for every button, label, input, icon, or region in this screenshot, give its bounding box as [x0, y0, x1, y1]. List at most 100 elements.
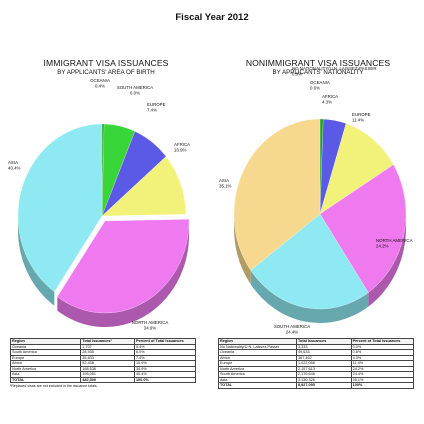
slice-percent-label: 10.9%	[174, 148, 187, 153]
table-cell: 0.4%	[133, 343, 197, 350]
slice-percent-label: 0.4%	[95, 84, 105, 89]
table-cell: 6.0%	[133, 349, 197, 356]
pie-slice-side	[57, 221, 189, 327]
table-cell: 0.6%	[350, 349, 415, 356]
table-cell: 35.1%	[350, 376, 415, 383]
table-total-row: TOTAL 482,300 100.0%	[9, 376, 197, 383]
table-cell: Asia	[9, 371, 82, 378]
pie-slice-side	[250, 270, 369, 323]
table-cell: Oceania	[9, 343, 82, 350]
slice-name-label: ASIA	[8, 160, 18, 165]
table-cell: 34.9%	[133, 365, 197, 372]
column-header: Region	[9, 338, 82, 345]
slice-name-label: EUROPE	[147, 102, 166, 107]
slice-name-label: NORTH AMERICA	[376, 238, 413, 243]
slice-name-label: EUROPE	[352, 112, 371, 117]
table-total-row: TOTAL 8,927,090 100%	[218, 382, 415, 389]
nonimmigrant-visa-table: Region Total Issuances Percent of Total …	[218, 338, 415, 389]
table-cell: Asia	[218, 376, 297, 383]
table-row: Asia 195,051 40.4%	[9, 371, 197, 378]
table-cell: North America	[9, 365, 82, 372]
slice-name-label: AFRICA	[322, 94, 338, 99]
table-cell: 100.0%	[133, 376, 197, 383]
pie-slice	[101, 156, 187, 217]
column-header: Region	[218, 338, 297, 345]
slice-percent-label: 6.0%	[130, 91, 140, 96]
table-cell: 482,300	[80, 376, 135, 383]
table-row: South America 28,935 6.0%	[9, 349, 197, 356]
slice-percent-label: 24.2%	[376, 244, 389, 249]
table-row: Europe 1,022,058 11.4%	[218, 360, 415, 367]
table-row: Oceania 49,633 0.6%	[218, 349, 415, 356]
pie-slice	[319, 123, 394, 215]
pie-slice-side	[18, 216, 55, 306]
pie-slice	[319, 164, 407, 293]
slice-name-label: NORTH AMERICA	[132, 320, 169, 325]
nonimmigrant-visa-chart: NONIMMIGRANT VISA ISSUANCES BY APPLICANT…	[212, 46, 424, 336]
table-cell: 40.4%	[133, 371, 197, 378]
table-cell: TOTAL	[9, 376, 82, 383]
table-cell: 24.4%	[350, 371, 415, 378]
table-row: North America 168,536 34.9%	[9, 365, 197, 372]
table-cell: Europe	[9, 354, 82, 361]
pie-slice	[57, 219, 190, 314]
slice-percent-label: 11.4%	[352, 118, 364, 123]
table-cell: 11.4%	[350, 360, 415, 367]
slice-percent-label: 24.4%	[286, 330, 299, 335]
table-cell: South America	[218, 371, 297, 378]
table-cell: 100%	[350, 382, 415, 389]
slice-name-label: NO NATIONALITY/U.N. LAISSEZ-PASSER	[292, 66, 377, 71]
table-row: No Nationality/U.N. Laissez-Passer 3,333 0…	[218, 343, 415, 350]
slice-percent-label: 35.1%	[219, 184, 232, 189]
table-cell: 8,927,090	[296, 382, 352, 389]
slice-percent-label: 7.4%	[147, 108, 157, 113]
table-cell: 7.4%	[133, 354, 197, 361]
table-row: North America 2,157,613 24.2%	[218, 365, 415, 372]
table-row: Africa 52,438 10.9%	[9, 360, 197, 367]
table-cell: No Nationality/U.N. Laissez-Passer	[218, 343, 297, 350]
slice-name-label: ASIA	[219, 178, 229, 183]
table-row: South America 2,176,646 24.4%	[218, 371, 415, 378]
slice-percent-label: 4.3%	[322, 100, 332, 105]
slice-name-label: SOUTH AMERICA	[117, 85, 153, 90]
table-cell: 0.0%	[350, 343, 415, 350]
table-cell: Africa	[218, 354, 297, 361]
table-row: Europe 35,633 7.4%	[9, 354, 197, 361]
slice-name-label: SOUTH AMERICA	[274, 324, 310, 329]
slice-percent-label: 0.0%	[292, 72, 302, 77]
column-header: Percent of Total Issuances	[133, 338, 197, 345]
pie-slice-side	[234, 214, 251, 285]
slice-name-label: OCEANIA	[310, 80, 330, 85]
chart-subtitle: BY APPLICANTS' NATIONALITY	[272, 69, 364, 76]
table-row: Asia 3,130,326 35.1%	[218, 376, 415, 383]
pie-slice	[233, 118, 321, 271]
chart-title: NONIMMIGRANT VISA ISSUANCES	[245, 58, 391, 68]
slice-name-label: AFRICA	[174, 142, 190, 147]
pie-slice	[17, 123, 103, 293]
table-row: Africa 387,462 4.3%	[218, 354, 415, 361]
table-row: Oceania 1,707 0.4%	[9, 343, 197, 350]
slice-percent-label: 0.6%	[310, 86, 320, 91]
immigrant-visa-table: Region Total Issuances¹ Percent of Total…	[9, 338, 197, 389]
immigrant-visa-chart: IMMIGRANT VISA ISSUANCES BY APPLICANTS' …	[0, 46, 212, 336]
page-title: Fiscal Year 2012	[175, 12, 249, 23]
chart-subtitle: BY APPLICANTS' AREA OF BIRTH	[57, 69, 155, 76]
chart-title: IMMIGRANT VISA ISSUANCES	[43, 58, 169, 68]
pie-slice	[250, 213, 369, 310]
table-cell: 24.2%	[350, 365, 415, 372]
